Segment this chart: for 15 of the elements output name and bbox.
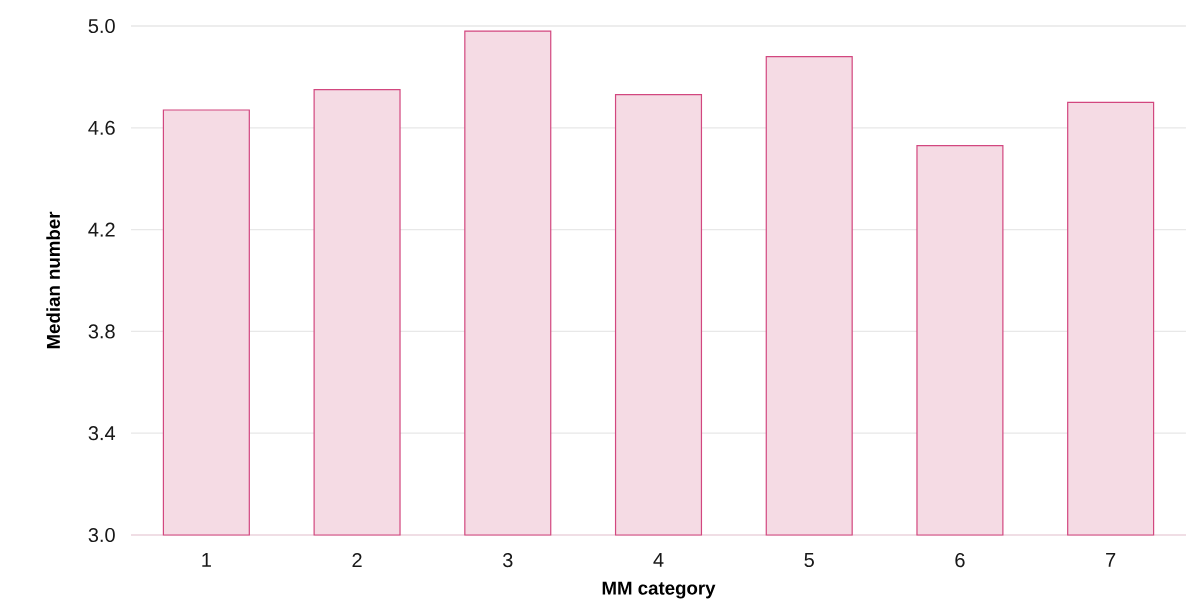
y-axis-title: Median number xyxy=(46,211,61,349)
y-tick-label: 4.6 xyxy=(88,120,115,135)
x-tick-label: 5 xyxy=(804,553,814,567)
x-axis-title: MM category xyxy=(602,581,716,599)
x-tick-label: 3 xyxy=(502,553,513,568)
y-tick-label: 3.8 xyxy=(88,324,115,339)
x-tick-label: 6 xyxy=(955,553,965,568)
x-tick-label: 7 xyxy=(1106,553,1116,567)
x-tick-label: 1 xyxy=(202,553,211,567)
y-tick-label: 4.2 xyxy=(88,222,115,237)
y-tick-label: 3.4 xyxy=(88,426,116,441)
x-tick-label: 2 xyxy=(352,553,362,568)
y-tick-label: 5.0 xyxy=(88,18,115,34)
y-tick-label: 3.0 xyxy=(88,527,115,543)
x-tick-label: 4 xyxy=(653,553,664,567)
